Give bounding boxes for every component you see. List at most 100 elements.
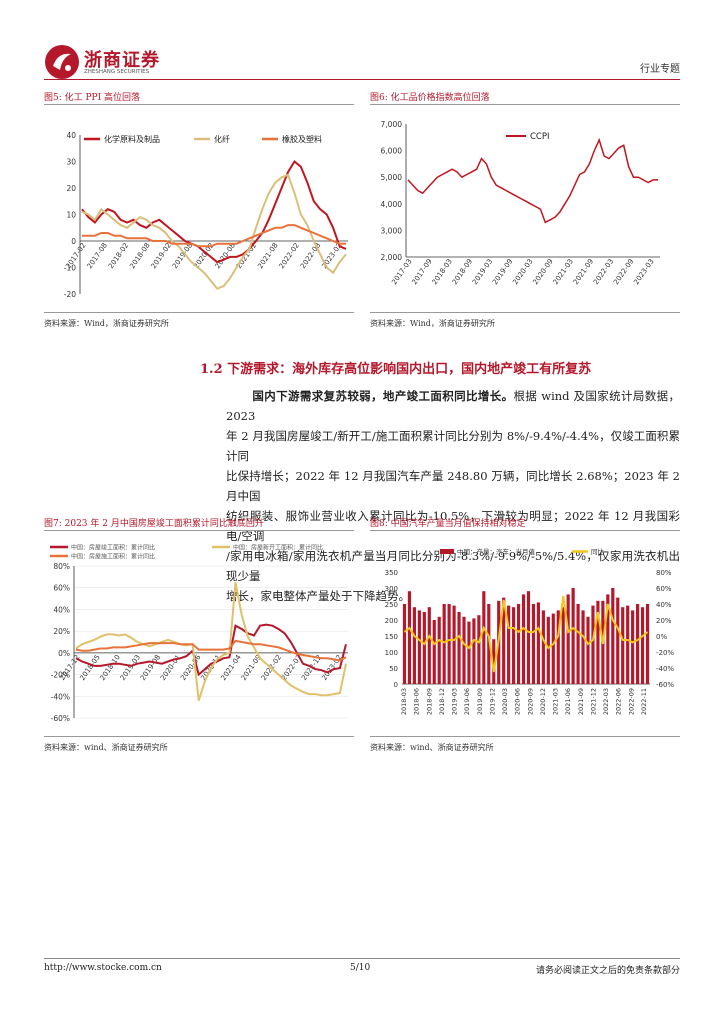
bar	[442, 604, 446, 684]
y-tick-label: 250	[385, 601, 398, 609]
y-tick-label: 5,000	[381, 173, 403, 182]
y-tick-label: 2,000	[381, 253, 403, 262]
fig7-title-rule	[44, 530, 354, 531]
fig8-title: 图8: 中国汽车产量当月值保持相对稳定	[370, 519, 526, 529]
fig7-source: 资料来源：wind、浙商证券研究所	[44, 743, 168, 752]
bar	[526, 591, 531, 684]
legend-label-2: 中国：房屋施工面积：累计同比	[71, 553, 155, 561]
legend-label-0: 中国：产量：汽车：当月值	[457, 547, 536, 556]
x-tick-label: 2017-08	[86, 242, 109, 271]
bar	[556, 610, 560, 684]
bar	[512, 607, 516, 684]
fig5-source-rule	[44, 312, 354, 313]
body-paragraph: 国内下游需求复苏较弱，地产竣工面积同比增长。根据 wind 及国家统计局数据，2…	[226, 386, 680, 606]
legend-label-0: CCPI	[530, 132, 550, 142]
bar	[586, 616, 590, 684]
bar	[645, 604, 650, 684]
series-line-2	[82, 224, 346, 248]
y2-tick-label: 20%	[656, 617, 672, 625]
bar	[432, 620, 436, 684]
bar	[482, 591, 486, 684]
y-tick-label: 50	[389, 665, 398, 673]
y-tick-label: -10	[64, 264, 76, 273]
bar	[447, 604, 451, 684]
fig7-title: 图7: 2023 年 2 月中国房屋竣工面积累计同比触底回升	[44, 519, 264, 529]
para-lead: 国内下游需求复苏较弱，地产竣工面积同比增长。	[252, 389, 514, 403]
fig8-source-rule	[370, 736, 680, 737]
y2-tick-label: -60%	[656, 681, 674, 689]
x-tick-label: 2022-03	[602, 688, 610, 715]
para-line-0: 根据 wind 及国家统计局数据，2023	[226, 389, 680, 423]
footer-url-link[interactable]: http://www.stocke.com.cn	[44, 963, 162, 973]
x-tick-label: 2018-09	[425, 688, 433, 715]
y-tick-label: 20	[66, 184, 76, 193]
legend-label-1: 同比	[591, 547, 605, 556]
fig8-title-rule	[370, 530, 680, 531]
fig6-source-rule	[370, 312, 680, 313]
company-name-cn: 浙商证券	[84, 50, 160, 71]
bar	[616, 597, 620, 684]
page-number: 5/10	[350, 963, 371, 973]
x-tick-label: 2022-09	[627, 688, 635, 715]
bar	[516, 604, 521, 684]
para-line-1: 年 2 月我国房屋竣工/新开工/施工面积累计同比分别为 8%/-9.4%/-4.…	[226, 429, 680, 463]
x-tick-label: 2019-08	[171, 242, 194, 271]
y-tick-label: -40%	[51, 692, 70, 701]
bar	[640, 607, 645, 684]
y-tick-label: 3,000	[381, 226, 403, 235]
bar	[566, 594, 570, 684]
bar	[546, 616, 550, 684]
bar	[462, 616, 466, 684]
bar	[531, 604, 536, 684]
y2-tick-label: -20%	[656, 649, 674, 657]
bar	[606, 594, 610, 684]
company-name-en: ZHESHANG SECURITIES	[84, 69, 150, 75]
series-line-2	[75, 639, 347, 662]
bar	[472, 618, 476, 684]
x-tick-label: 2021-06	[564, 688, 572, 715]
fig6-source: 资料来源：Wind，浙商证券研究所	[370, 319, 495, 328]
x-tick-label: 2018-03	[400, 688, 408, 715]
logo: 浙商证券 ZHESHANG SECURITIES	[44, 44, 194, 80]
bar	[536, 602, 540, 684]
disclaimer-note: 请务必阅读正文之后的免责条款部分	[535, 966, 680, 976]
y-tick-label: 40%	[53, 605, 70, 614]
bar	[422, 612, 426, 684]
bar	[521, 594, 526, 684]
x-tick-label: 2021-12	[589, 688, 597, 715]
y-tick-label: 0	[394, 681, 398, 689]
x-tick-label: 2020-03	[501, 688, 509, 715]
y2-tick-label: 60%	[656, 585, 672, 593]
fig6-title: 图6: 化工品价格指数高位回落	[370, 93, 490, 103]
y-tick-label: 60%	[53, 584, 70, 593]
y2-tick-label: -40%	[656, 665, 674, 673]
y2-tick-label: 0%	[656, 633, 667, 641]
bar	[467, 621, 471, 684]
bar	[417, 610, 421, 684]
bar	[596, 600, 600, 684]
bar	[636, 604, 640, 684]
fig5-source: 资料来源：Wind，浙商证券研究所	[44, 319, 169, 328]
y-tick-label: 20%	[53, 627, 70, 636]
series-line-1	[75, 582, 347, 701]
bar	[452, 605, 456, 684]
legend-swatch-0	[440, 549, 454, 554]
bar	[551, 613, 555, 684]
logo-icon	[45, 45, 79, 79]
bar	[611, 588, 615, 684]
bar	[407, 591, 412, 684]
y-tick-label: -20%	[51, 671, 70, 680]
legend-label-2: 橡胶及塑料	[282, 134, 322, 144]
x-tick-label: 2020-08	[214, 242, 237, 271]
fig7-source-rule	[44, 736, 354, 737]
bar	[626, 605, 630, 684]
x-tick-label: 2019-06	[463, 688, 471, 715]
y-tick-label: 6,000	[381, 147, 403, 156]
bar	[591, 605, 595, 684]
bar	[457, 612, 461, 684]
x-tick-label: 2018-02	[107, 242, 130, 271]
x-tick-label: 2022-11	[640, 688, 648, 715]
x-tick-label: 2019-02	[150, 242, 173, 271]
para-line-2: 比保持增长；2022 年 12 月我国汽车产量 248.80 万辆，同比增长 2…	[226, 469, 680, 503]
y2-tick-label: 80%	[656, 569, 672, 577]
